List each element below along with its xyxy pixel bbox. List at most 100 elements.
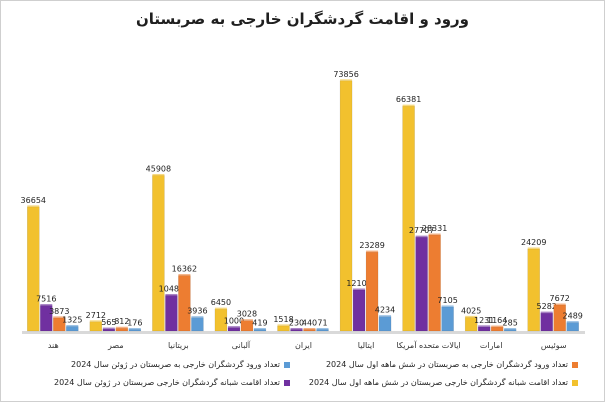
bar-top-4-2 <box>303 328 316 330</box>
bar-top-7-0 <box>89 320 102 322</box>
bar-3-0 <box>339 80 353 332</box>
bar-top-1-0 <box>465 315 478 318</box>
bar-top-6-1 <box>165 293 178 296</box>
data-label-0-2: 7672 <box>550 294 570 303</box>
data-label-3-1: 12108 <box>346 279 371 288</box>
bar-1-1 <box>477 326 491 332</box>
data-label-4-3: 71 <box>317 319 327 328</box>
legend-label-3: تعداد اقامت شبانه گردشگران خارجی صربستان… <box>308 378 568 387</box>
legend-swatch-2 <box>284 379 290 386</box>
bar-top-4-3 <box>316 328 329 330</box>
chart-title: ورود و اقامت گردشگران خارجی به صربستان <box>136 10 469 28</box>
bar-top-2-1 <box>415 235 428 238</box>
legend-item-2: تعداد اقامت شبانه گردشگران خارجی صربستان… <box>54 378 290 387</box>
bar-7-3 <box>128 329 142 332</box>
data-label-6-2: 16362 <box>172 265 197 274</box>
bar-4-2 <box>303 329 316 332</box>
chart-floor <box>22 331 585 334</box>
bar-3-3 <box>378 316 392 332</box>
category-label-3: ایتالیا <box>358 341 375 350</box>
data-label-1-1: 1231 <box>474 316 494 325</box>
bar-top-0-2 <box>553 303 566 306</box>
data-label-2-0: 66381 <box>396 95 421 104</box>
data-label-7-3: 176 <box>127 319 142 328</box>
data-label-7-1: 565 <box>101 318 116 327</box>
legend-swatch-0 <box>284 361 290 368</box>
data-label-8-1: 7516 <box>36 295 56 304</box>
data-label-3-3: 4234 <box>375 306 395 315</box>
bar-5-2 <box>240 320 254 332</box>
bar-6-1 <box>165 295 178 332</box>
bar-top-7-3 <box>128 328 141 330</box>
bar-0-0 <box>527 248 540 332</box>
category-label-1: امارات <box>480 341 503 350</box>
data-label-8-2: 3873 <box>49 307 69 316</box>
bar-top-2-3 <box>441 305 454 307</box>
data-label-4-2: 440 <box>302 319 317 328</box>
legend-label-1: تعداد ورود گردشگران خارجی به صربستان در … <box>325 360 568 369</box>
bar-top-3-3 <box>379 315 392 317</box>
data-label-4-0: 1518 <box>273 315 293 324</box>
bar-top-4-0 <box>277 324 290 326</box>
data-label-8-0: 36654 <box>21 196 46 205</box>
bar-7-1 <box>102 328 116 332</box>
bar-2-3 <box>441 306 454 332</box>
data-label-6-3: 3936 <box>187 307 207 316</box>
bar-0-1 <box>540 312 553 332</box>
bar-top-3-0 <box>340 79 353 81</box>
bar-top-5-3 <box>253 328 266 330</box>
data-label-7-2: 812 <box>114 317 129 326</box>
legend-swatch-1 <box>572 361 578 368</box>
bar-top-1-1 <box>478 325 491 327</box>
legend-item-1: تعداد ورود گردشگران خارجی به صربستان در … <box>326 360 578 369</box>
bar-0-3 <box>566 322 579 332</box>
data-label-8-3: 1325 <box>62 316 82 325</box>
bar-top-8-1 <box>40 304 53 306</box>
bar-top-6-3 <box>191 316 204 318</box>
data-label-7-0: 2712 <box>86 311 106 320</box>
data-label-2-2: 28331 <box>422 224 447 233</box>
bar-top-2-2 <box>428 233 441 236</box>
bar-2-2 <box>428 234 441 332</box>
bar-4-0 <box>277 325 290 332</box>
bar-top-8-3 <box>66 325 79 327</box>
bar-3-2 <box>365 251 379 332</box>
data-label-1-2: 1164 <box>487 316 507 325</box>
bar-6-2 <box>178 275 191 332</box>
bar-3-1 <box>352 289 366 332</box>
bar-top-7-2 <box>115 326 128 329</box>
legend-label-0: تعداد ورود گردشگران خارجی به صربستان در … <box>71 360 280 369</box>
data-label-1-3: 285 <box>503 319 518 328</box>
bar-top-3-1 <box>353 288 366 290</box>
bar-top-5-0 <box>214 307 227 310</box>
bar-2-1 <box>415 236 428 332</box>
bar-7-0 <box>89 321 103 332</box>
data-label-6-0: 45908 <box>146 164 171 173</box>
category-label-6: بریتانیا <box>168 341 189 350</box>
category-label-8: هند <box>48 341 59 350</box>
bar-top-7-1 <box>102 327 115 330</box>
data-label-1-0: 4025 <box>461 306 481 315</box>
bar-top-1-3 <box>504 328 517 330</box>
bar-5-1 <box>227 327 241 332</box>
bar-top-1-2 <box>491 325 504 328</box>
category-label-5: آلبانی <box>232 340 251 350</box>
data-label-5-3: 419 <box>252 319 267 328</box>
data-label-0-3: 2489 <box>563 312 583 321</box>
bar-5-3 <box>253 329 267 332</box>
bar-8-0 <box>27 206 40 332</box>
bar-8-3 <box>66 326 79 332</box>
bar-top-8-2 <box>53 316 66 318</box>
data-label-3-0: 73856 <box>333 70 358 79</box>
data-label-6-1: 10480 <box>159 284 184 293</box>
data-label-3-2: 23289 <box>359 241 384 250</box>
data-label-5-0: 6450 <box>211 298 231 307</box>
bar-1-3 <box>503 329 517 332</box>
category-label-7: مصر <box>107 341 124 350</box>
bar-top-0-1 <box>540 311 553 314</box>
data-label-4-1: 230 <box>289 319 304 328</box>
legend-item-3: تعداد اقامت شبانه گردشگران خارجی صربستان… <box>309 378 578 387</box>
bar-7-2 <box>115 327 129 332</box>
category-label-0: سوئیس <box>541 341 567 350</box>
